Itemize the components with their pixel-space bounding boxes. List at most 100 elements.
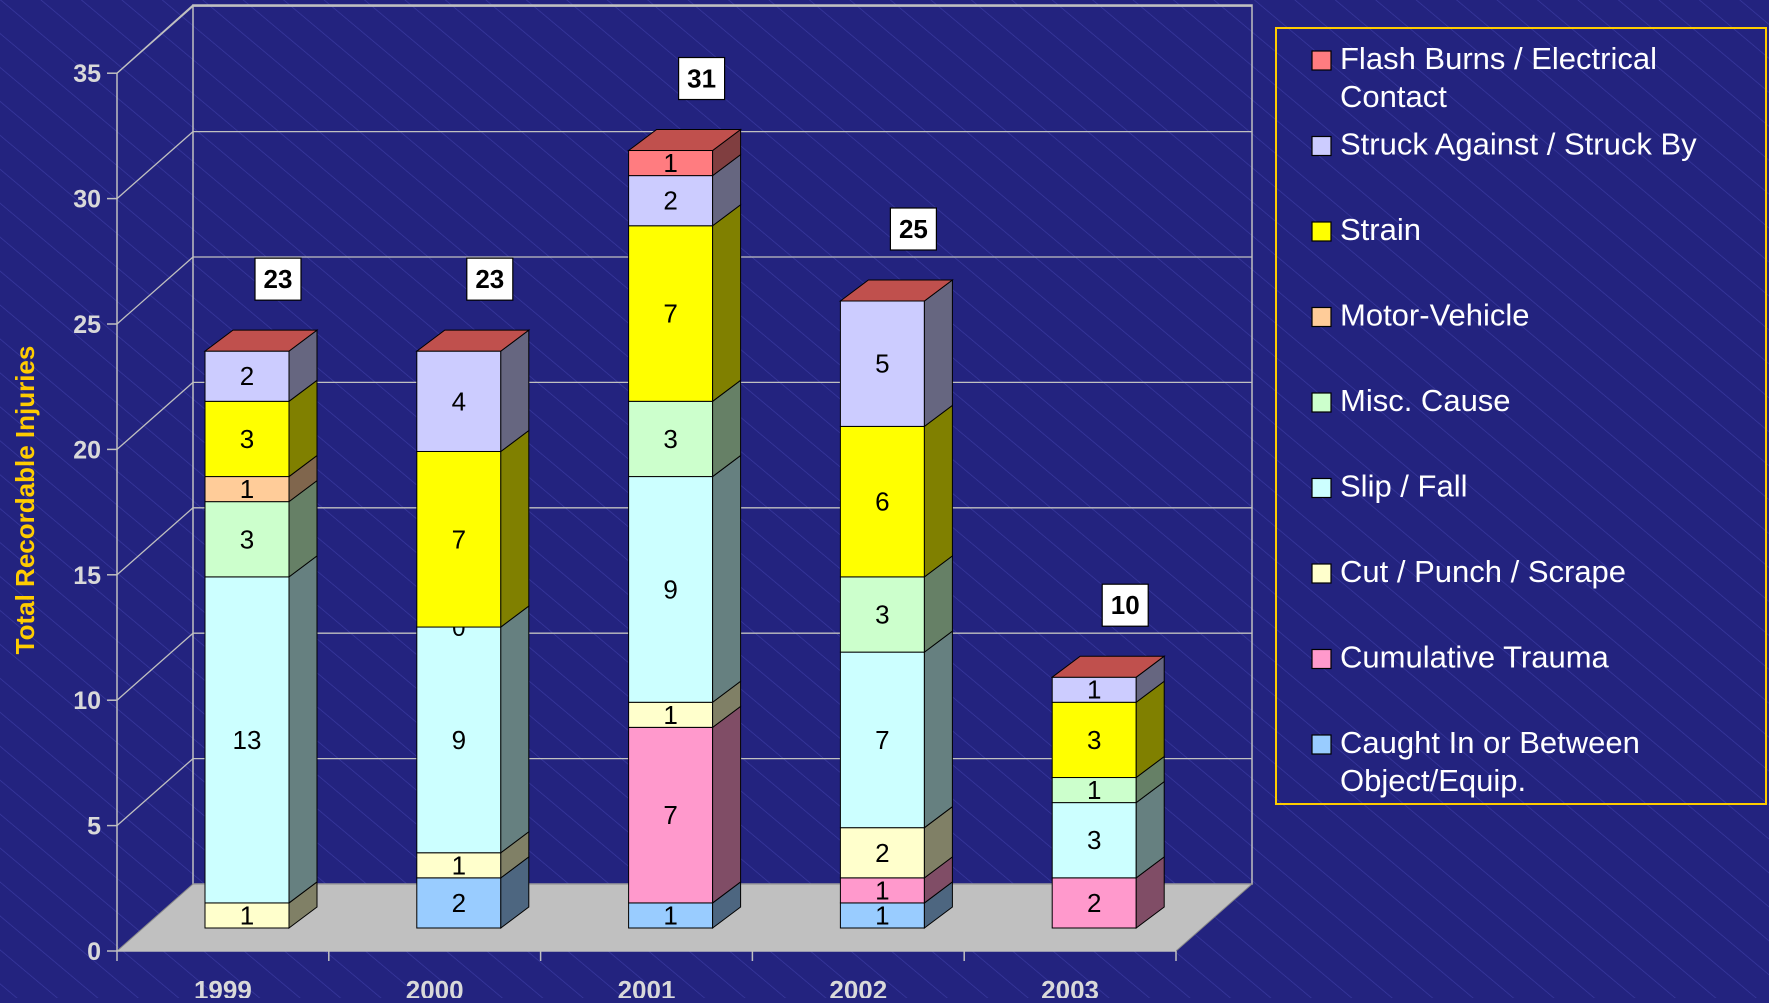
segment-label: 7 <box>663 800 677 830</box>
bar-segment: 1 <box>1051 655 1165 705</box>
bar-segment: 3 <box>628 379 742 478</box>
total-box <box>889 207 938 251</box>
segment-front <box>416 626 502 854</box>
segment-front <box>628 476 714 703</box>
legend-swatch <box>1311 392 1332 413</box>
segment-label: 1 <box>663 900 677 930</box>
x-tick-label: 2001 <box>618 975 676 998</box>
segment-front <box>839 425 925 578</box>
segment-front <box>628 175 714 227</box>
bar-segment: 1 <box>839 880 953 930</box>
legend-label: Strain <box>1340 212 1421 247</box>
segment-side <box>712 705 742 904</box>
segment-front <box>839 576 925 653</box>
total-box <box>677 56 726 101</box>
gridline-side <box>116 758 194 827</box>
legend-swatch <box>1311 306 1332 328</box>
legend-item: Strain <box>1311 212 1421 247</box>
segment-front <box>416 852 502 879</box>
segment-side <box>500 429 530 629</box>
segment-label: 1 <box>663 148 677 178</box>
bar-segment: 3 <box>839 554 953 654</box>
total-label: 23 <box>254 257 302 301</box>
legend-label: Cut / Punch / Scrape <box>1340 554 1626 589</box>
legend-swatch <box>1311 221 1332 242</box>
gridline-side <box>116 507 194 576</box>
legend-label-line2: Object/Equip. <box>1340 763 1526 798</box>
segment-label: 3 <box>240 524 254 554</box>
bar-segment: 7 <box>628 203 742 403</box>
segment-label: 2 <box>1087 888 1101 918</box>
bar-segment: 2 <box>1051 855 1165 929</box>
segment-front <box>1051 701 1137 779</box>
segment-label: 3 <box>875 600 889 630</box>
segment-label: 1 <box>1087 675 1101 705</box>
segment-front <box>416 450 502 628</box>
segment-label: 13 <box>233 725 262 755</box>
legend-label: Motor-Vehicle <box>1340 298 1530 333</box>
segment-label: 2 <box>875 838 889 868</box>
y-tick-label: 15 <box>73 562 101 590</box>
legend-item: Motor-Vehicle <box>1311 298 1530 333</box>
bar-2002: 11 2 7 3 6 5 <box>838 279 954 930</box>
total-value: 31 <box>687 64 716 94</box>
bar-segment: 3 <box>204 479 318 578</box>
segment-label: 1 <box>1087 775 1101 805</box>
segment-label: 3 <box>1087 725 1101 755</box>
segment-front <box>839 300 925 427</box>
legend-swatch <box>1311 135 1332 157</box>
bar-top <box>415 329 531 352</box>
segment-front <box>204 902 290 929</box>
bar-segment: 1 <box>416 830 530 880</box>
legend-box <box>1275 27 1767 805</box>
legend-item: Misc. Cause <box>1311 383 1511 418</box>
legend-label: Struck Against / Struck By <box>1340 127 1697 162</box>
legend-label: Cumulative Trauma <box>1340 640 1610 675</box>
side-wall-top <box>116 4 194 74</box>
segment-front <box>204 400 290 478</box>
bar-segment: 6 <box>839 404 953 578</box>
segment-label: 1 <box>663 700 677 730</box>
segment-label: 1 <box>875 900 889 930</box>
bar-segment: 1 <box>1051 755 1165 805</box>
segment-label: 9 <box>452 725 466 755</box>
x-tick-label: 2000 <box>406 975 464 998</box>
segment-label: 2 <box>452 888 466 918</box>
legend-label: Caught In or Between <box>1340 725 1640 760</box>
bar-top <box>1050 655 1166 678</box>
bar-segment: 3 <box>204 379 318 478</box>
bar-segment: 1 <box>204 454 318 504</box>
segment-label: 1 <box>240 900 254 930</box>
y-tick-label: 10 <box>73 687 101 715</box>
segment-label: 1 <box>452 850 466 880</box>
segment-side <box>288 554 318 904</box>
segment-front <box>839 902 925 929</box>
legend-label: Flash Burns / Electrical <box>1340 41 1657 76</box>
legend-item: Slip / Fall <box>1311 469 1467 504</box>
total-value: 23 <box>264 264 293 294</box>
segment-side <box>923 630 953 829</box>
bar-segment: 5 <box>839 279 953 428</box>
bar-segment: 2 <box>839 805 953 879</box>
segment-front <box>628 902 714 929</box>
legend-swatch <box>1311 50 1332 71</box>
total-box <box>466 257 514 301</box>
segment-front <box>204 501 290 578</box>
segment-front <box>628 726 714 904</box>
gridline-side <box>116 256 194 325</box>
bar-top <box>203 329 319 352</box>
segment-side <box>712 454 742 704</box>
segment-front <box>416 350 502 452</box>
legend-label-line2: Contact <box>1340 79 1447 114</box>
legend-label: Misc. Cause <box>1340 383 1511 418</box>
segment-front <box>628 400 714 478</box>
segment-front <box>1051 802 1137 879</box>
legend-item: Cumulative Trauma <box>1311 640 1610 675</box>
segment-label: 1 <box>240 474 254 504</box>
bar-segment: 1 <box>628 880 742 930</box>
